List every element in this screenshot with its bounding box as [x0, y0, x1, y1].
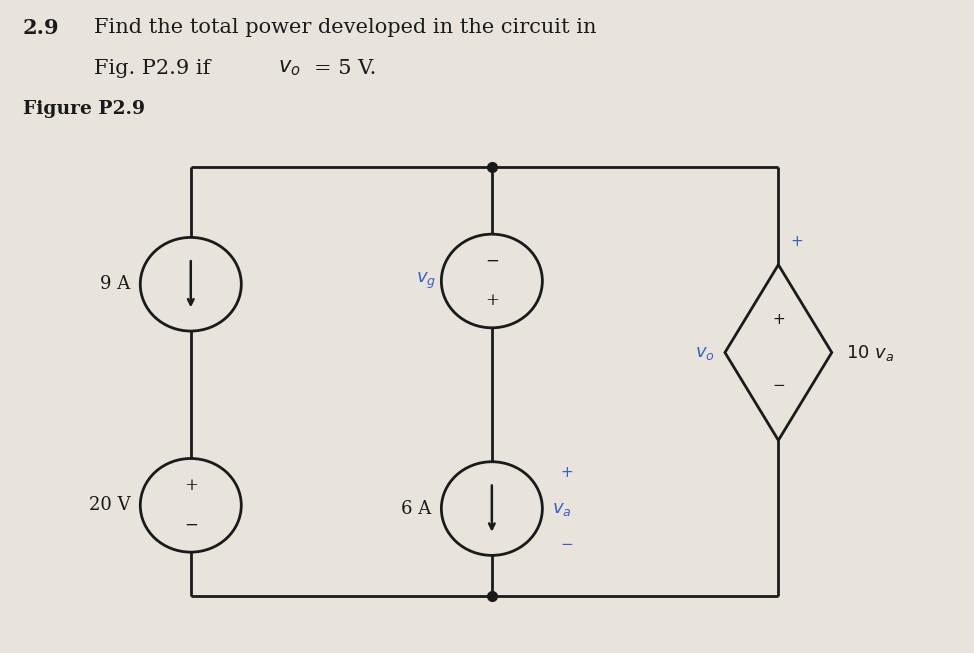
Text: $v_a$: $v_a$: [552, 500, 572, 518]
Text: 2.9: 2.9: [22, 18, 59, 38]
Text: +: +: [560, 466, 573, 481]
Text: −: −: [560, 537, 573, 552]
Text: +: +: [184, 477, 198, 494]
Text: 20 V: 20 V: [89, 496, 131, 515]
Text: Figure P2.9: Figure P2.9: [22, 100, 145, 118]
Text: +: +: [790, 234, 803, 249]
Text: Find the total power developed in the circuit in: Find the total power developed in the ci…: [94, 18, 596, 37]
Text: +: +: [772, 313, 785, 328]
Text: $v_g$: $v_g$: [416, 271, 436, 291]
Text: +: +: [485, 292, 499, 309]
Text: 6 A: 6 A: [401, 500, 431, 518]
Text: $v_o$: $v_o$: [695, 343, 715, 362]
Text: = 5 V.: = 5 V.: [315, 59, 377, 78]
Text: $v_o$: $v_o$: [279, 59, 301, 78]
Polygon shape: [725, 264, 832, 440]
Text: $10\ v_a$: $10\ v_a$: [846, 343, 895, 362]
Text: Fig. P2.9 if: Fig. P2.9 if: [94, 59, 216, 78]
Text: −: −: [485, 253, 499, 270]
Text: −: −: [184, 517, 198, 534]
Ellipse shape: [441, 234, 543, 328]
Ellipse shape: [140, 238, 242, 331]
Ellipse shape: [441, 462, 543, 556]
Ellipse shape: [140, 458, 242, 552]
Text: −: −: [772, 377, 785, 392]
Text: 9 A: 9 A: [100, 275, 131, 293]
